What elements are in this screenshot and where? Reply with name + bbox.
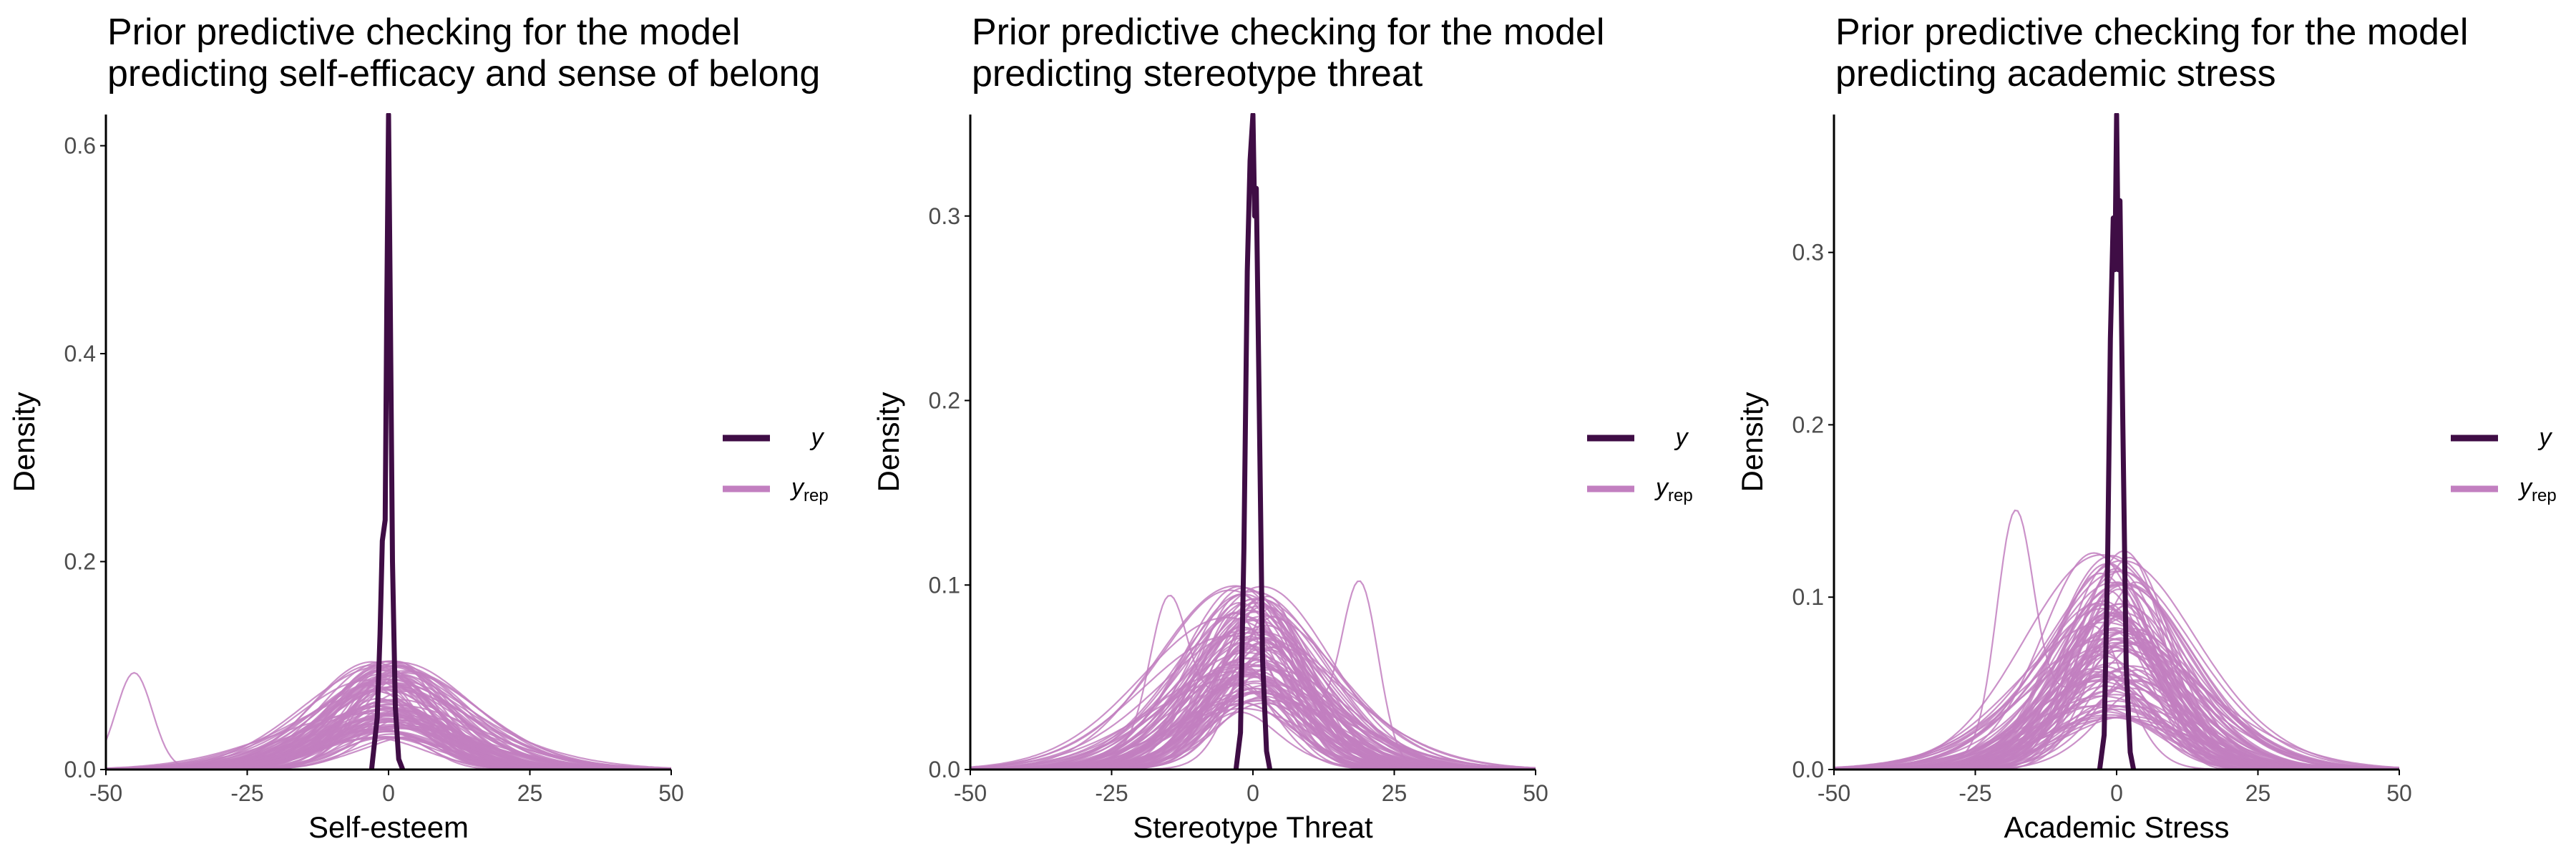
x-tick-label: 50 [658,780,684,806]
x-tick-label: 0 [1246,780,1259,806]
x-axis-title: Self-esteem [308,810,469,844]
x-tick-label: 25 [2245,780,2271,806]
y-tick-label: 0.1 [929,572,960,598]
legend-label-y: y [1674,424,1689,451]
y-tick-label: 0.4 [64,341,96,367]
y-tick-label: 0.2 [1792,412,1824,437]
x-tick-label: -50 [954,780,987,806]
chart-title-line: Prior predictive checking for the model [972,11,1604,53]
y-tick-label: 0.0 [929,757,960,782]
chart-panel-2: Prior predictive checking for the modelp… [872,11,1693,844]
legend-label-y: y [2538,424,2553,451]
y-tick-label: 0.3 [929,203,960,229]
x-axis-title: Stereotype Threat [1133,810,1373,844]
y-tick-label: 0.3 [1792,240,1824,266]
legend-label-yrep-main: y [1654,474,1669,501]
yrep-density-line [970,636,1536,770]
yrep-density-line [970,616,1536,770]
y-tick-label: 0.6 [64,133,96,159]
yrep-density-line [1834,628,2399,770]
y-tick-label: 0.0 [1792,757,1824,782]
y-tick-label: 0.2 [929,388,960,414]
yrep-density-line [970,690,1536,771]
chart-title-line: Prior predictive checking for the model [1835,11,2468,53]
yrep-density-line [1834,646,2399,771]
yrep-density-line [1834,607,2399,770]
yrep-density-line [1834,645,2399,771]
x-tick-label: -25 [1958,780,1991,806]
yrep-density-line [1834,560,2399,769]
y-tick-label: 0.1 [1792,584,1824,610]
yrep-density-line [970,589,1536,770]
yrep-density-line [106,674,671,771]
density-curves [106,113,671,771]
legend-label-yrep-subscript: rep [1668,486,1693,505]
chart-title-line: predicting academic stress [1835,53,2276,94]
chart-title-line: Prior predictive checking for the model [107,11,740,53]
yrep-density-line [1834,617,2399,771]
yrep-density-line [106,671,671,770]
yrep-density-line [1834,646,2399,771]
y-axis-title: Density [872,392,905,492]
y-observed-density-line [2097,113,2137,770]
x-axis-title: Academic Stress [2004,810,2229,844]
chart-panel-1: Prior predictive checking for the modelp… [7,11,829,844]
yrep-density-line [970,664,1536,771]
yrep-density-line [1834,617,2399,771]
chart-title-line: predicting self-efficacy and sense of be… [107,53,820,94]
yrep-density-line [970,629,1536,769]
y-tick-label: 0.2 [64,549,96,575]
x-tick-label: 0 [382,780,395,806]
x-tick-label: 25 [517,780,543,806]
density-curves [970,113,1536,771]
yrep-density-line [1834,581,2399,770]
yrep-density-line [1834,630,2399,770]
yrep-density-line [970,609,1536,770]
legend-label-yrep-subscript: rep [2532,486,2557,505]
legend-label-yrep-main: y [790,474,805,501]
yrep-density-line [970,663,1536,770]
x-tick-label: -50 [1818,780,1850,806]
y-axis-title: Density [1735,392,1769,492]
yrep-density-line [1834,611,2399,770]
y-observed-density-line [1233,113,1273,770]
y-axis-title: Density [7,392,41,492]
legend-label-yrep-main: y [2518,474,2533,501]
chart-panel-3: Prior predictive checking for the modelp… [1735,11,2557,844]
legend-label-yrep-subscript: rep [804,486,829,505]
x-tick-label: 50 [1523,780,1548,806]
x-tick-label: -25 [230,780,263,806]
yrep-density-line [1834,627,2399,771]
x-tick-label: 25 [1382,780,1407,806]
x-tick-label: -50 [89,780,122,806]
yrep-density-line [1834,570,2399,770]
legend-label-yrep: yrep [790,474,829,505]
legend-label-y: y [810,424,825,451]
chart-title-line: predicting stereotype threat [972,53,1423,94]
density-curves [1834,113,2399,771]
x-tick-label: 50 [2386,780,2412,806]
y-observed-density-line [369,113,406,771]
legend-label-yrep: yrep [2518,474,2557,505]
legend-label-yrep: yrep [1654,474,1693,505]
y-tick-label: 0.0 [64,757,96,782]
x-tick-label: 0 [2110,780,2123,806]
yrep-density-line [970,586,1536,771]
x-tick-label: -25 [1095,780,1128,806]
